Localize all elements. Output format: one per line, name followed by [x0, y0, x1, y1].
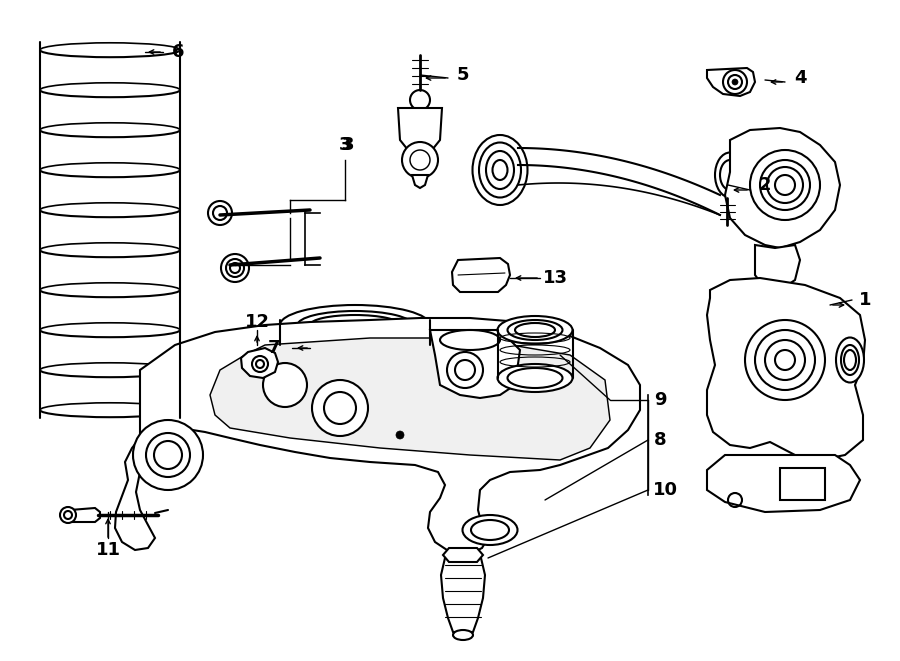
Polygon shape [241, 348, 278, 378]
Ellipse shape [280, 330, 430, 360]
Circle shape [402, 142, 438, 178]
Ellipse shape [498, 364, 572, 392]
Ellipse shape [280, 305, 430, 345]
Polygon shape [707, 68, 755, 96]
Circle shape [252, 356, 268, 372]
Text: 4: 4 [794, 69, 806, 87]
Polygon shape [412, 175, 428, 188]
Polygon shape [707, 455, 860, 512]
Text: 13: 13 [543, 269, 568, 287]
Polygon shape [443, 548, 483, 562]
Ellipse shape [508, 368, 562, 388]
Text: 3: 3 [338, 136, 351, 154]
Text: 1: 1 [859, 291, 871, 309]
Ellipse shape [715, 153, 745, 198]
Text: 2: 2 [759, 176, 771, 194]
Text: 12: 12 [245, 313, 269, 331]
Ellipse shape [298, 335, 412, 355]
Ellipse shape [479, 143, 521, 198]
Circle shape [755, 330, 815, 390]
Text: 6: 6 [172, 43, 184, 61]
Polygon shape [210, 338, 610, 460]
Polygon shape [707, 278, 865, 460]
Polygon shape [755, 245, 800, 290]
Text: 11: 11 [95, 541, 121, 559]
Circle shape [723, 70, 747, 94]
Text: 8: 8 [653, 431, 666, 449]
Polygon shape [452, 258, 510, 292]
Polygon shape [115, 318, 640, 555]
Ellipse shape [463, 515, 518, 545]
Circle shape [732, 79, 738, 85]
Text: 9: 9 [653, 391, 666, 409]
Text: 5: 5 [456, 66, 469, 84]
Circle shape [221, 254, 249, 282]
Circle shape [447, 352, 483, 388]
Text: 10: 10 [652, 481, 678, 499]
Ellipse shape [836, 338, 864, 383]
Circle shape [263, 363, 307, 407]
Polygon shape [441, 558, 485, 632]
Ellipse shape [508, 320, 562, 340]
Circle shape [133, 420, 203, 490]
Ellipse shape [453, 630, 473, 640]
Circle shape [312, 380, 368, 436]
Circle shape [146, 433, 190, 477]
Circle shape [410, 90, 430, 110]
Polygon shape [430, 330, 520, 398]
Ellipse shape [440, 330, 500, 350]
Text: 3: 3 [342, 136, 355, 154]
Circle shape [396, 431, 404, 439]
Polygon shape [725, 128, 840, 248]
Circle shape [60, 507, 76, 523]
Circle shape [750, 150, 820, 220]
Ellipse shape [472, 135, 527, 205]
Circle shape [745, 320, 825, 400]
Ellipse shape [298, 311, 412, 339]
Text: 7: 7 [267, 339, 280, 357]
Circle shape [760, 160, 810, 210]
Polygon shape [65, 508, 100, 522]
Polygon shape [398, 108, 442, 158]
Ellipse shape [841, 345, 859, 375]
Ellipse shape [720, 160, 740, 190]
Circle shape [208, 201, 232, 225]
Ellipse shape [498, 316, 572, 344]
